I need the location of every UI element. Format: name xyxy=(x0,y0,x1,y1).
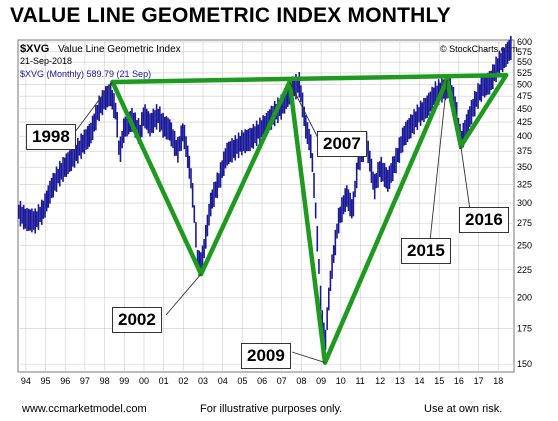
annotation-1998: 1998 xyxy=(26,124,76,150)
annotation-2009: 2009 xyxy=(241,343,291,369)
x-tick-label: 01 xyxy=(159,376,169,386)
x-tick-label: 05 xyxy=(237,376,247,386)
x-tick-label: 98 xyxy=(100,376,110,386)
y-tick-label: 475 xyxy=(517,91,532,101)
annotation-leader xyxy=(289,81,320,141)
x-tick-label: 95 xyxy=(41,376,51,386)
annotation-leader xyxy=(165,273,202,316)
x-tick-label: 99 xyxy=(119,376,129,386)
y-tick-label: 425 xyxy=(517,117,532,127)
x-tick-label: 18 xyxy=(493,376,503,386)
y-tick-label: 150 xyxy=(517,359,532,369)
chart-symbol: $XVG xyxy=(20,43,49,55)
y-tick-label: 275 xyxy=(517,218,532,228)
chart-date: 21-Sep-2018 xyxy=(20,56,72,66)
x-tick-label: 13 xyxy=(395,376,405,386)
y-tick-label: 325 xyxy=(517,179,532,189)
y-tick-label: 200 xyxy=(517,292,532,302)
x-tick-label: 06 xyxy=(257,376,267,386)
footer-risk-note: Use at own risk. xyxy=(424,403,503,415)
x-tick-label: 94 xyxy=(21,376,31,386)
trendline xyxy=(110,72,509,85)
annotation-leader xyxy=(460,146,471,211)
x-tick-label: 15 xyxy=(434,376,444,386)
annotation-2015: 2015 xyxy=(401,238,451,264)
y-tick-label: 600 xyxy=(517,37,532,47)
x-tick-label: 03 xyxy=(198,376,208,386)
annotation-leader xyxy=(429,79,448,242)
y-tick-label: 225 xyxy=(517,265,532,275)
x-tick-label: 00 xyxy=(139,376,149,386)
trendlines xyxy=(110,72,509,365)
legend-series-label: $XVG (Monthly) 589.79 (21 Sep) xyxy=(20,69,151,79)
y-tick-label: 175 xyxy=(517,323,532,333)
x-tick-label: 17 xyxy=(474,376,484,386)
trendline xyxy=(110,79,204,277)
y-tick-label: 250 xyxy=(517,240,532,250)
y-tick-label: 500 xyxy=(517,79,532,89)
trendline xyxy=(198,79,292,277)
y-tick-label: 525 xyxy=(517,68,532,78)
footer-disclaimer: For illustrative purposes only. xyxy=(200,403,343,415)
trendline xyxy=(322,77,450,365)
annotation-2016: 2016 xyxy=(459,207,509,233)
y-tick-label: 550 xyxy=(517,57,532,67)
y-tick-label: 375 xyxy=(517,146,532,156)
chart-credit: © StockCharts.com xyxy=(440,44,518,54)
trendline xyxy=(287,79,328,365)
x-tick-label: 08 xyxy=(296,376,306,386)
x-tick-label: 97 xyxy=(80,376,90,386)
y-tick-label: 575 xyxy=(517,47,532,57)
trendline xyxy=(458,72,509,149)
x-tick-label: 14 xyxy=(415,376,425,386)
y-tick-label: 400 xyxy=(517,131,532,141)
x-tick-label: 10 xyxy=(336,376,346,386)
annotation-2002: 2002 xyxy=(112,307,162,333)
x-axis-labels: 94 95 96 97 98 99 00 01 02 03 04 05 06 07 08 09 10 11 12 13… xyxy=(21,376,503,386)
x-tick-label: 04 xyxy=(218,376,228,386)
annotation-leader xyxy=(291,351,326,364)
y-tick-label: 450 xyxy=(517,104,532,114)
trendline xyxy=(444,77,464,149)
x-tick-label: 16 xyxy=(454,376,464,386)
chart-index-name: Value Line Geometric Index xyxy=(58,44,181,55)
x-tick-label: 07 xyxy=(277,376,287,386)
chart-title: VALUE LINE GEOMETRIC INDEX MONTHLY xyxy=(10,4,451,27)
annotation-leader xyxy=(71,81,113,137)
x-tick-label: 09 xyxy=(316,376,326,386)
y-tick-label: 300 xyxy=(517,198,532,208)
annotation-2007: 2007 xyxy=(317,131,367,157)
x-tick-label: 96 xyxy=(60,376,70,386)
footer-website: www.ccmarketmodel.com xyxy=(22,403,147,415)
callout-leaders xyxy=(71,79,471,364)
x-tick-label: 02 xyxy=(178,376,188,386)
y-axis-labels: 150 175 200 225 250 275 300 325 350 375 400 425 450 4… xyxy=(517,37,532,369)
x-tick-label: 11 xyxy=(355,376,364,386)
x-tick-label: 12 xyxy=(375,376,385,386)
price-bars xyxy=(17,35,512,351)
y-tick-label: 350 xyxy=(517,162,532,172)
